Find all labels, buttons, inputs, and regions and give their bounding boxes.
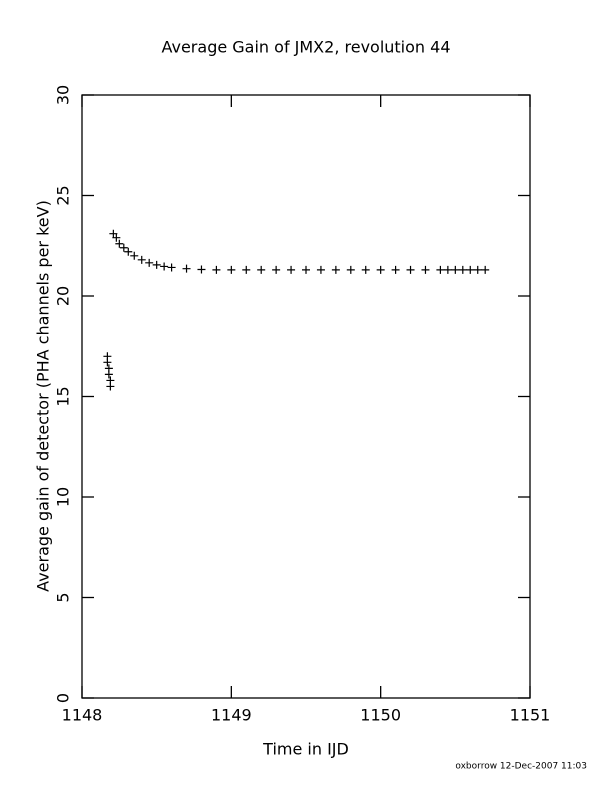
point (160, 262, 169, 271)
point (458, 265, 467, 274)
point (242, 265, 251, 274)
point (167, 263, 176, 272)
point (272, 265, 281, 274)
point (391, 265, 400, 274)
point (197, 265, 206, 274)
y-tick-label: 10 (54, 487, 73, 507)
y-tick-label: 0 (54, 693, 73, 703)
point (103, 358, 112, 367)
point (227, 265, 236, 274)
point (109, 229, 118, 238)
x-tick-label: 1148 (62, 706, 103, 725)
point (182, 264, 191, 273)
point (436, 265, 445, 274)
y-tick-label: 30 (54, 85, 73, 105)
point (152, 260, 161, 269)
point (302, 265, 310, 274)
point (212, 265, 221, 274)
x-axis-label: Time in IJD (262, 740, 349, 759)
point (443, 265, 452, 274)
y-tick-label: 5 (54, 592, 73, 602)
point (119, 243, 128, 252)
point (106, 382, 115, 391)
point (481, 265, 490, 274)
plot-frame (81, 94, 531, 699)
point (130, 251, 139, 260)
point (331, 265, 340, 274)
point (145, 258, 154, 267)
x-tick-label: 1151 (510, 706, 551, 725)
y-axis-label: Average gain of detector (PHA channels p… (34, 200, 53, 592)
y-tick-label: 15 (54, 386, 73, 406)
point (466, 265, 475, 274)
point (473, 265, 482, 274)
point (376, 265, 385, 274)
chart-title: Average Gain of JMX2, revolution 44 (161, 38, 450, 57)
point (406, 265, 415, 274)
point (361, 265, 370, 274)
footnote: oxborrow 12-Dec-2007 11:03 (455, 762, 587, 772)
x-tick-label: 1149 (211, 706, 252, 725)
point (346, 265, 355, 274)
point (316, 265, 325, 274)
x-tick-label: 1150 (360, 706, 401, 725)
point (257, 265, 266, 274)
point (287, 265, 296, 274)
point (421, 265, 430, 274)
point (137, 255, 146, 264)
y-tick-label: 25 (54, 185, 73, 205)
point (104, 370, 113, 379)
point (451, 265, 460, 274)
point (112, 233, 121, 242)
y-tick-label: 20 (54, 286, 73, 306)
point (115, 239, 124, 248)
point (124, 247, 133, 256)
